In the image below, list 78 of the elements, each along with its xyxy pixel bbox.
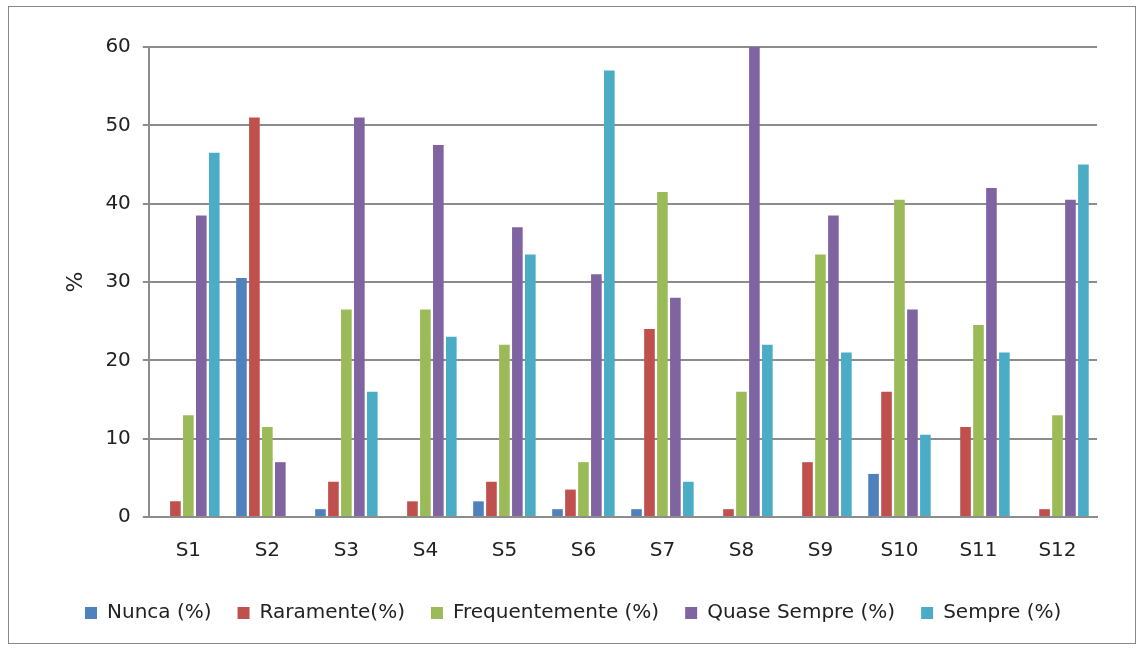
bar	[749, 47, 760, 516]
bar	[1065, 199, 1076, 516]
bar	[552, 509, 563, 516]
bar	[341, 309, 352, 516]
bar	[486, 481, 497, 516]
bar	[762, 344, 773, 516]
y-tick-label: 50	[105, 111, 131, 136]
bar	[591, 274, 602, 516]
bar	[644, 329, 655, 516]
bar	[249, 117, 260, 516]
bar	[986, 188, 997, 516]
bar	[828, 215, 839, 516]
bar	[420, 309, 431, 516]
bar	[275, 462, 286, 516]
bar	[999, 352, 1010, 516]
bar	[328, 481, 339, 516]
bar	[512, 227, 523, 516]
bar	[1078, 164, 1089, 516]
x-tick-label: S3	[333, 537, 360, 562]
bar	[657, 191, 668, 516]
bar	[960, 426, 971, 516]
y-tick-label: 0	[118, 503, 131, 528]
bar	[815, 254, 826, 516]
y-tick-label: 30	[105, 268, 131, 293]
x-tick-label: S6	[570, 537, 597, 562]
x-tick-label: S4	[412, 537, 439, 562]
bar	[802, 462, 813, 516]
bar	[525, 254, 536, 516]
bar	[894, 199, 905, 516]
x-tick-label: S5	[491, 537, 518, 562]
legend-label: Sempre (%)	[943, 599, 1062, 624]
bar	[262, 426, 273, 516]
bar	[841, 352, 852, 516]
y-tick-label: 40	[105, 189, 131, 214]
bar	[236, 278, 247, 516]
x-tick-label: S10	[880, 537, 919, 562]
x-tick-label: S1	[175, 537, 202, 562]
x-tick-label: S7	[649, 537, 676, 562]
bar	[973, 325, 984, 516]
bar	[315, 509, 326, 516]
bar	[499, 344, 510, 516]
bar	[473, 501, 484, 516]
legend-label: Raramente(%)	[259, 599, 405, 624]
bar	[736, 391, 747, 516]
legend-label: Quase Sempre (%)	[707, 599, 896, 624]
bar	[670, 297, 681, 516]
bar	[170, 501, 181, 516]
bar	[920, 434, 931, 516]
y-tick-label: 20	[105, 346, 131, 371]
bar	[881, 391, 892, 516]
y-tick-label: 60	[105, 33, 131, 58]
bar	[1052, 415, 1063, 516]
bar	[183, 415, 194, 516]
bar	[1039, 509, 1050, 516]
x-tick-label: S8	[728, 537, 755, 562]
x-tick-label: S12	[1038, 537, 1077, 562]
bar	[907, 309, 918, 516]
bar	[446, 336, 457, 516]
bar	[868, 473, 879, 516]
bar	[433, 144, 444, 516]
bar	[354, 117, 365, 516]
legend-label: Frequentemente (%)	[452, 599, 660, 624]
bar	[565, 489, 576, 516]
bar	[366, 391, 378, 516]
bar	[631, 509, 642, 516]
x-tick-label: S2	[254, 537, 281, 562]
bar	[604, 70, 615, 516]
bar	[578, 462, 589, 516]
bar	[208, 152, 220, 516]
legend-label: Nunca (%)	[107, 599, 212, 624]
bar	[683, 481, 694, 516]
bar	[723, 509, 734, 516]
y-tick-label: 10	[105, 424, 131, 449]
y-axis-title: %	[61, 271, 87, 293]
x-tick-label: S11	[959, 537, 998, 562]
bar	[196, 215, 207, 516]
bar	[407, 501, 418, 516]
x-tick-label: S9	[807, 537, 834, 562]
